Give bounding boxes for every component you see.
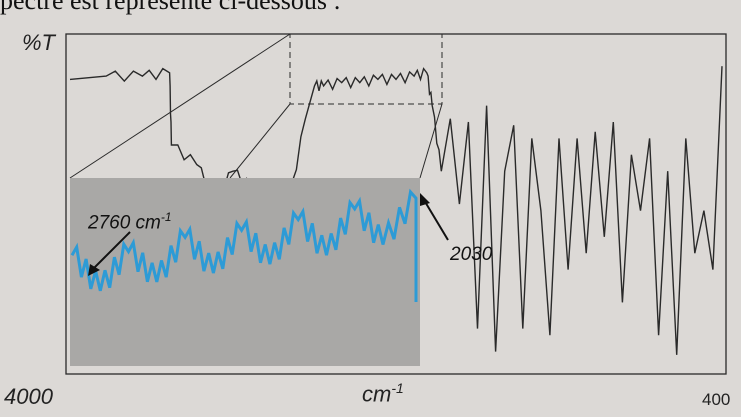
x-axis-unit: cm-1	[362, 380, 404, 407]
arrow-right	[423, 199, 449, 241]
spectrum-line	[69, 66, 723, 355]
x-axis-start-label: 4000	[4, 384, 53, 409]
zoom-connector-bottom	[229, 103, 291, 179]
annotation-2760: 2760 cm-1	[88, 210, 172, 234]
inset-panel	[70, 178, 420, 366]
zoom-box	[289, 33, 443, 105]
x-axis-end-label: 400	[702, 390, 731, 409]
zoom-connector-left	[69, 33, 291, 179]
x-axis-unit-text: cm	[362, 381, 392, 407]
annotation-2760-text: 2760 cm	[88, 212, 161, 234]
y-axis-label: %T	[22, 30, 55, 55]
annotation-2760-exp: -1	[160, 210, 172, 224]
zoom-connector-right	[419, 103, 443, 179]
arrow-left-head	[88, 264, 100, 276]
arrow-right-head	[420, 193, 430, 206]
annotation-2030: 2030	[450, 244, 493, 265]
inset-spectrum-line	[70, 188, 418, 302]
arrow-left	[91, 231, 131, 271]
x-axis-unit-exp: -1	[391, 380, 404, 396]
caption-fragment: pectre est représenté ci-dessous :	[0, 0, 341, 15]
